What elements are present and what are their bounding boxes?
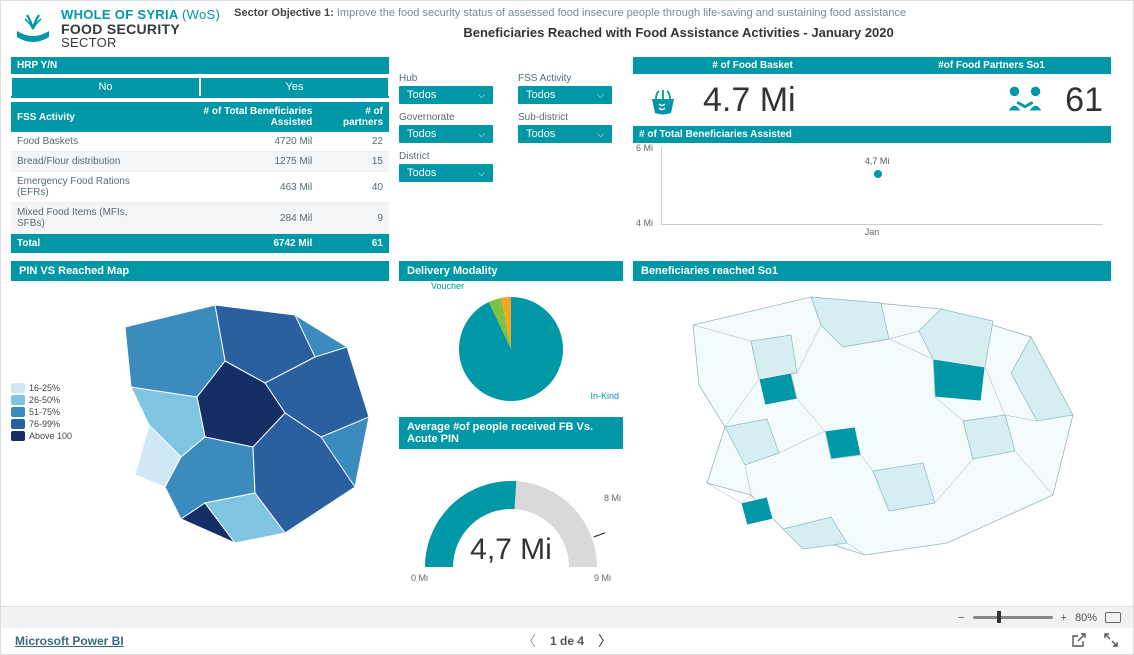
gauge-max-label: 9 Mi <box>594 573 611 583</box>
benmap-title: Beneficiaries reached So1 <box>633 261 1111 281</box>
pie-label-voucher: Voucher <box>431 281 464 291</box>
gauge-title: Average #of people received FB Vs. Acute… <box>399 417 623 449</box>
mini-ytick-min: 4 Mi <box>636 218 653 228</box>
gauge-target-label: 8 Mi <box>604 493 621 503</box>
page-indicator: 1 de 4 <box>550 634 584 648</box>
logo-icon <box>11 7 55 51</box>
beneficiaries-map[interactable] <box>633 281 1111 571</box>
table-col-beneficiaries[interactable]: # of Total Beneficiaries Assisted <box>162 102 319 132</box>
mini-xlabel: Jan <box>633 227 1111 237</box>
zoom-in-button[interactable]: + <box>1061 612 1067 624</box>
chevron-down-icon: ⌵ <box>478 90 485 101</box>
table-total-ben: 6742 Mil <box>162 234 319 254</box>
hrp-table-panel: HRP Y/N No Yes FSS Activity # of Total B… <box>11 57 389 253</box>
map-legend: 16-25% 26-50% 51-75% 76-99% Above 100 <box>11 381 72 443</box>
partners-icon <box>1003 78 1047 122</box>
logo: WHOLE OF SYRIA (WoS) FOOD SECURITY SECTO… <box>11 7 220 51</box>
legend-swatch <box>11 419 25 429</box>
filter-hub-dropdown[interactable]: Todos⌵ <box>399 86 493 104</box>
food-basket-icon <box>641 78 685 122</box>
next-page-button[interactable]: 〉 <box>598 631 612 651</box>
legend-swatch <box>11 383 25 393</box>
filter-gov-dropdown[interactable]: Todos⌵ <box>399 125 493 143</box>
filter-panel: Hub Todos⌵ Governorate Todos⌵ District T… <box>399 57 623 253</box>
gauge-chart[interactable]: 4,7 Mi 8 Mi <box>399 449 623 573</box>
table-total-part: 61 <box>318 234 389 254</box>
legend-swatch <box>11 407 25 417</box>
mini-point-label: 4,7 Mi <box>865 156 890 166</box>
hrp-toggle: No Yes <box>11 78 389 98</box>
pin-map-panel: PIN VS Reached Map 16-25% 26-50% 51-75% 76-… <box>11 261 389 583</box>
hrp-yes[interactable]: Yes <box>201 78 388 96</box>
pin-map-title: PIN VS Reached Map <box>11 261 389 281</box>
chevron-down-icon: ⌵ <box>597 129 604 140</box>
table-row[interactable]: Food Baskets4720 Mil22 <box>11 132 389 152</box>
mini-data-point <box>874 170 882 178</box>
delivery-pie-chart[interactable]: In-Kind Voucher <box>399 281 623 417</box>
kpi-basket-value: 4.7 Mi <box>703 81 796 120</box>
prev-page-button[interactable]: 〈 <box>522 631 536 651</box>
powerbi-link[interactable]: Microsoft Power BI <box>15 634 124 648</box>
center-panel: Delivery Modality In-Kind Voucher Averag… <box>399 261 623 583</box>
kpi-partners-header: #of Food Partners So1 <box>872 57 1111 74</box>
page-navigator: 〈 1 de 4 〉 <box>522 631 612 651</box>
fullscreen-icon[interactable] <box>1103 632 1119 651</box>
table-total-label: Total <box>11 234 162 254</box>
filter-fss-dropdown[interactable]: Todos⌵ <box>518 86 612 104</box>
share-icon[interactable] <box>1071 632 1087 651</box>
legend-item: Above 100 <box>11 431 72 441</box>
table-row[interactable]: Bread/Flour distribution1275 Mil15 <box>11 152 389 172</box>
legend-swatch <box>11 431 25 441</box>
hrp-no[interactable]: No <box>12 78 199 96</box>
filter-subd-label: Sub-district <box>518 112 623 123</box>
gauge-value: 4,7 Mi <box>470 533 552 567</box>
delivery-title: Delivery Modality <box>399 261 623 281</box>
filter-hub-label: Hub <box>399 73 504 84</box>
zoom-out-button[interactable]: − <box>958 612 964 624</box>
zoom-slider[interactable] <box>973 616 1053 619</box>
filter-gov-label: Governorate <box>399 112 504 123</box>
legend-item: 76-99% <box>11 419 72 429</box>
zoom-level: 80% <box>1075 612 1097 624</box>
report-header: WHOLE OF SYRIA (WoS) FOOD SECURITY SECTO… <box>11 7 1123 51</box>
table-col-activity[interactable]: FSS Activity <box>11 102 162 132</box>
syria-district-map <box>633 281 1103 563</box>
syria-choropleth-map <box>85 287 385 553</box>
filter-subd-dropdown[interactable]: Todos⌵ <box>518 125 612 143</box>
page-title: Beneficiaries Reached with Food Assistan… <box>234 25 1123 40</box>
hrp-band: HRP Y/N <box>11 57 389 74</box>
kpi-partners-value: 61 <box>1065 81 1103 120</box>
legend-swatch <box>11 395 25 405</box>
zoom-footer: − + 80% <box>1 606 1133 628</box>
fit-page-icon[interactable] <box>1105 612 1121 623</box>
filter-dist-label: District <box>399 151 504 162</box>
mini-line-chart[interactable]: 6 Mi 4 Mi 4,7 Mi <box>661 147 1103 225</box>
table-row[interactable]: Emergency Food Rations (EFRs)463 Mil40 <box>11 172 389 203</box>
chevron-down-icon: ⌵ <box>478 129 485 140</box>
filter-dist-dropdown[interactable]: Todos⌵ <box>399 164 493 182</box>
sector-objective: Sector Objective 1: Improve the food sec… <box>234 7 1123 19</box>
powerbi-footer: Microsoft Power BI 〈 1 de 4 〉 <box>1 628 1133 654</box>
beneficiaries-map-panel: Beneficiaries reached So1 <box>633 261 1111 583</box>
legend-item: 26-50% <box>11 395 72 405</box>
logo-line1-b: (WoS) <box>182 7 220 22</box>
filter-fss-label: FSS Activity <box>518 73 623 84</box>
table-col-partners[interactable]: # of partners <box>318 102 389 132</box>
logo-line1-a: WHOLE OF SYRIA <box>61 7 182 22</box>
mini-ytick-max: 6 Mi <box>636 143 653 153</box>
mini-chart-title: # of Total Beneficiaries Assisted <box>633 126 1111 143</box>
pin-map[interactable]: 16-25% 26-50% 51-75% 76-99% Above 100 <box>11 281 389 571</box>
legend-item: 51-75% <box>11 407 72 417</box>
legend-item: 16-25% <box>11 383 72 393</box>
fss-table: FSS Activity # of Total Beneficiaries As… <box>11 102 389 253</box>
chevron-down-icon: ⌵ <box>597 90 604 101</box>
logo-line3: SECTOR <box>61 36 220 50</box>
kpi-basket-header: # of Food Basket <box>633 57 872 74</box>
chevron-down-icon: ⌵ <box>478 168 485 179</box>
kpi-panel: # of Food Basket #of Food Partners So1 4… <box>633 57 1111 253</box>
pie-label-inkind: In-Kind <box>590 391 619 401</box>
logo-line2: FOOD SECURITY <box>61 22 220 37</box>
gauge-min-label: 0 Mi <box>411 573 428 583</box>
table-row[interactable]: Mixed Food Items (MFIs, SFBs)284 Mil9 <box>11 203 389 234</box>
